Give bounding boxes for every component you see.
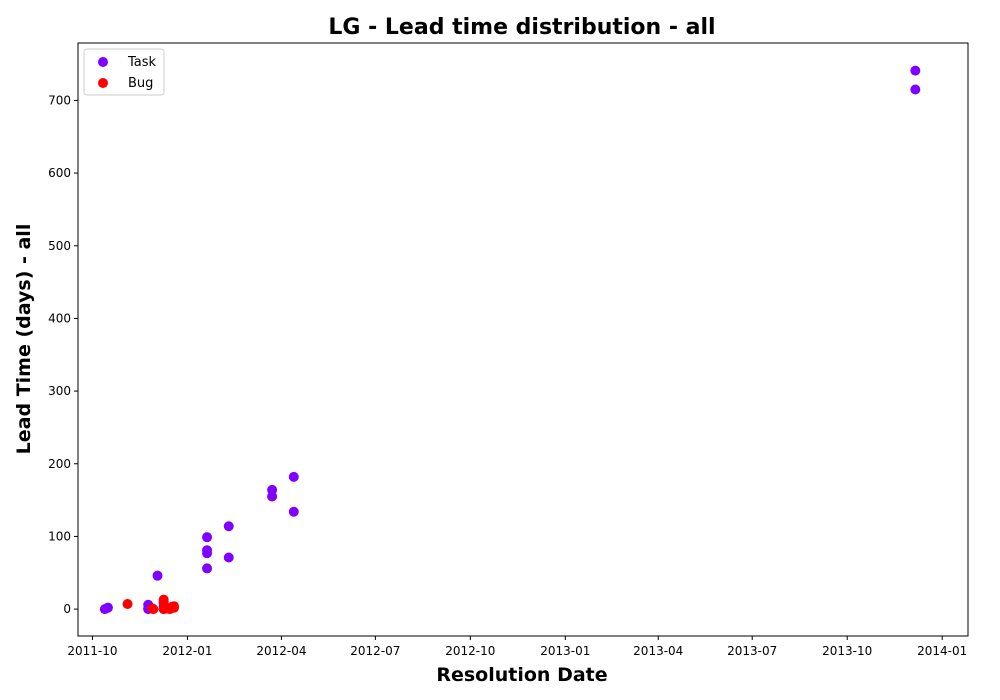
x-tick-label: 2012-04 [256,644,306,658]
x-axis-label: Resolution Date [436,664,607,686]
x-tick-label: 2012-07 [350,644,400,658]
point-task [288,471,299,482]
legend-label-task: Task [127,55,157,70]
point-task [910,65,921,76]
data-points [99,65,921,615]
point-task [202,532,213,543]
legend: Task Bug [83,48,165,96]
point-task [102,602,113,613]
y-tick-label: 300 [48,384,71,398]
y-tick-label: 400 [48,311,71,325]
y-tick-label: 100 [48,529,71,543]
point-bug [169,602,180,613]
legend-marker-bug [98,78,108,88]
point-task [202,563,213,574]
x-tick-label: 2013-10 [822,644,872,658]
y-tick-label: 200 [48,457,71,471]
plot-area [77,42,969,637]
y-tick-label: 600 [48,166,71,180]
legend-marker-task [98,57,108,67]
y-tick-label: 500 [48,239,71,253]
point-task [288,506,299,517]
chart-title: LG - Lead time distribution - all [328,15,715,40]
point-task [152,570,163,581]
point-task [267,491,278,502]
y-axis: 0 100 200 300 400 500 600 700 [48,93,78,616]
x-tick-label: 2013-01 [540,644,590,658]
x-tick-label: 2014-01 [917,644,967,658]
point-bug [148,604,159,615]
y-tick-label: 700 [48,93,71,107]
x-tick-label: 2012-10 [445,644,495,658]
x-axis: 2011-10 2012-01 2012-04 2012-07 2012-10 2013-… [67,636,967,658]
y-tick-label: 0 [63,602,71,616]
point-task [910,84,921,95]
x-tick-label: 2012-01 [162,644,212,658]
x-tick-label: 2013-07 [727,644,777,658]
point-task [223,552,234,563]
x-tick-label: 2011-10 [67,644,117,658]
legend-label-bug: Bug [128,76,153,91]
point-task [223,521,234,532]
y-axis-label: Lead Time (days) - all [13,224,35,455]
point-bug [122,599,133,610]
x-tick-label: 2013-04 [633,644,683,658]
point-task [202,548,213,559]
